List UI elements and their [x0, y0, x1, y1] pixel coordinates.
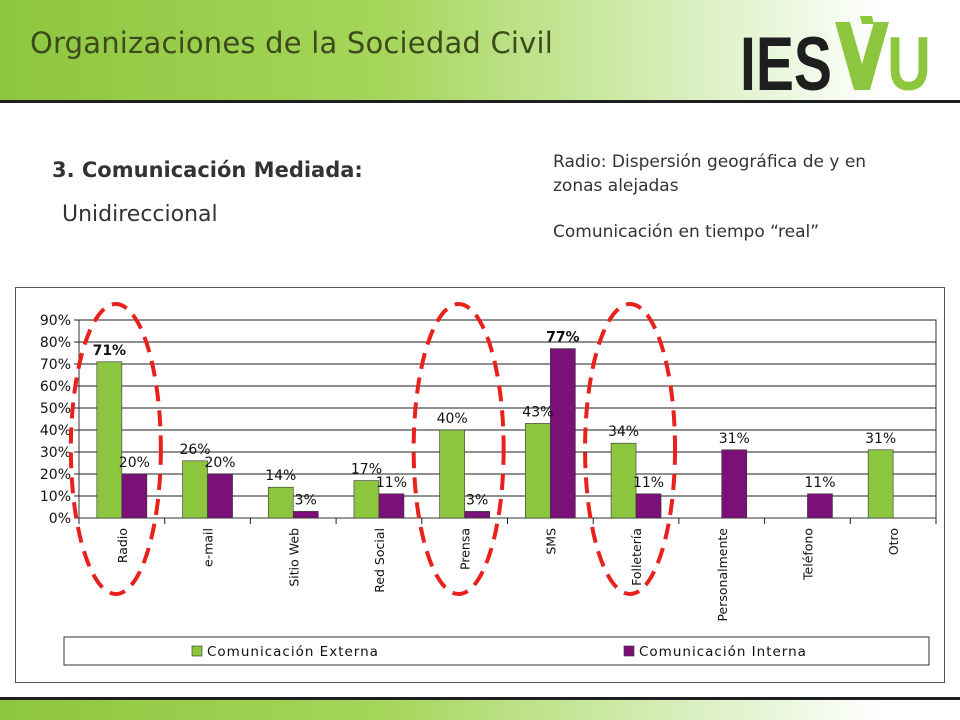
bar-chart: 0% 10% 20% 30% 40% 50% 60% 70% 80% 90% Radio e-mail… [40, 302, 937, 666]
highlight-ellipse [583, 302, 678, 596]
axis-layer: 0% 10% 20% 30% 40% 50% 60% 70% 80% 90% Radio e-mail… [40, 313, 937, 622]
bar-interna [807, 493, 833, 519]
highlight-ellipse [411, 302, 506, 596]
data-label: 34% [608, 424, 639, 440]
logo-text-ies: IES [740, 22, 832, 96]
slide-title: Organizaciones de la Sociedad Civil [30, 26, 554, 60]
x-category-label: Teléfono [800, 528, 815, 581]
data-label: 43% [522, 404, 553, 420]
y-tick-label: 30% [40, 445, 71, 461]
bar-interna [207, 473, 233, 519]
y-tick-label: 70% [40, 357, 71, 373]
bar-interna [635, 493, 662, 519]
y-tick-label: 10% [40, 489, 71, 505]
data-label: 20% [119, 455, 150, 471]
data-label: 31% [865, 431, 896, 447]
bar-externa [267, 486, 294, 519]
y-tick-label: 90% [40, 313, 71, 329]
logo-v-top [860, 16, 874, 24]
chart-frame: 0% 10% 20% 30% 40% 50% 60% 70% 80% 90% Radio e-mail… [15, 287, 945, 683]
bar-externa [96, 361, 123, 519]
bar-interna [721, 449, 748, 519]
bar-externa [353, 480, 380, 519]
section-subsubtitle: Unidireccional [62, 202, 218, 227]
x-category-label: Radio [115, 528, 130, 563]
legend-label: Comunicación Externa [207, 644, 379, 660]
iesvu-logo: IES U [740, 16, 931, 96]
note-realtime: Comunicación en tiempo “real” [553, 222, 820, 242]
y-tick-label: 60% [40, 379, 71, 395]
note-radio: Radio: Dispersión geográfica de y en zon… [553, 152, 867, 196]
header-divider [0, 100, 960, 103]
x-category-label: e-mail [201, 528, 216, 567]
data-label: 14% [265, 468, 296, 484]
logo-v-mark [835, 22, 889, 90]
footer-band [0, 700, 960, 720]
data-label: 31% [719, 431, 750, 447]
data-label: 3% [466, 492, 488, 508]
data-label: 17% [351, 462, 382, 478]
legend-layer: Comunicación Externa Comunicación Interna [63, 636, 930, 666]
bar-interna [121, 473, 148, 519]
bar-interna [378, 493, 405, 519]
bar-externa [525, 423, 551, 519]
x-category-label: Red Social [372, 528, 387, 593]
logo-text-u: U [887, 22, 931, 96]
y-tick-label: 50% [40, 401, 71, 417]
data-label: 40% [437, 411, 468, 427]
data-label: 11% [376, 475, 407, 491]
x-category-label: Personalmente [715, 528, 730, 622]
y-tick-label: 0% [49, 511, 71, 527]
x-category-label: Folletería [629, 528, 644, 586]
bar-externa [867, 449, 894, 519]
data-label: 11% [804, 475, 835, 491]
labels-layer: 71%20%26%20%14%3%17%11%40%3%43%77%34%11%… [93, 330, 897, 509]
bar-interna [292, 511, 319, 519]
data-label: 26% [179, 442, 210, 458]
legend-swatch [623, 645, 635, 657]
x-category-label: Prensa [458, 528, 473, 570]
header-band [0, 0, 960, 100]
y-tick-label: 20% [40, 467, 71, 483]
data-label: 20% [204, 455, 235, 471]
legend-label: Comunicación Interna [639, 644, 807, 660]
legend-swatch [191, 645, 203, 657]
legend-box [63, 636, 930, 666]
bar-externa [439, 429, 465, 519]
x-category-label: Sitio Web [286, 528, 301, 587]
data-label: 71% [93, 343, 127, 359]
bar-externa [610, 442, 637, 519]
x-category-label: SMS [543, 528, 558, 555]
section-subtitle: 3. Comunicación Mediada: [52, 158, 363, 182]
footer-divider [0, 697, 960, 700]
x-category-label: Otro [886, 528, 901, 555]
y-tick-label: 80% [40, 335, 71, 351]
data-label: 77% [546, 330, 580, 346]
y-tick-label: 40% [40, 423, 71, 439]
bar-interna [464, 511, 490, 519]
highlight-ellipse [68, 302, 163, 596]
data-label: 3% [295, 492, 317, 508]
bars-layer [96, 348, 894, 519]
highlight-layer [68, 302, 678, 596]
bar-interna [550, 348, 576, 519]
data-label: 11% [633, 475, 664, 491]
